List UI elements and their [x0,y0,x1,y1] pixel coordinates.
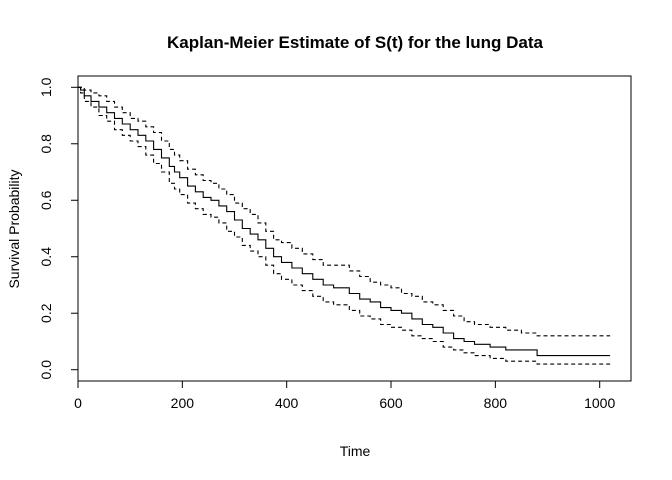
y-tick-label: 0.8 [38,134,54,154]
km-confidence-band [78,86,611,365]
x-tick-label: 600 [379,395,403,411]
y-axis-label: Survival Probability [6,169,22,288]
km-confidence-band [78,86,611,337]
x-tick-label: 200 [171,395,195,411]
km-survival-curve [78,86,611,357]
series-group [78,86,611,365]
x-tick-label: 800 [484,395,508,411]
x-tick-label: 400 [275,395,299,411]
y-tick-label: 1.0 [38,77,54,97]
chart-title: Kaplan-Meier Estimate of S(t) for the lu… [167,33,543,52]
plot-area [77,75,632,382]
x-tick-label: 1000 [584,395,615,411]
x-axis: 0 200 400 600 800 1000 [74,381,615,411]
x-tick-label: 0 [74,395,82,411]
y-axis: 0.0 0.2 0.4 0.6 0.8 1.0 [38,77,78,379]
y-tick-label: 0.0 [38,360,54,380]
y-tick-label: 0.2 [38,303,54,323]
x-axis-label: Time [340,443,371,459]
y-tick-label: 0.6 [38,190,54,210]
y-tick-label: 0.4 [38,247,54,267]
